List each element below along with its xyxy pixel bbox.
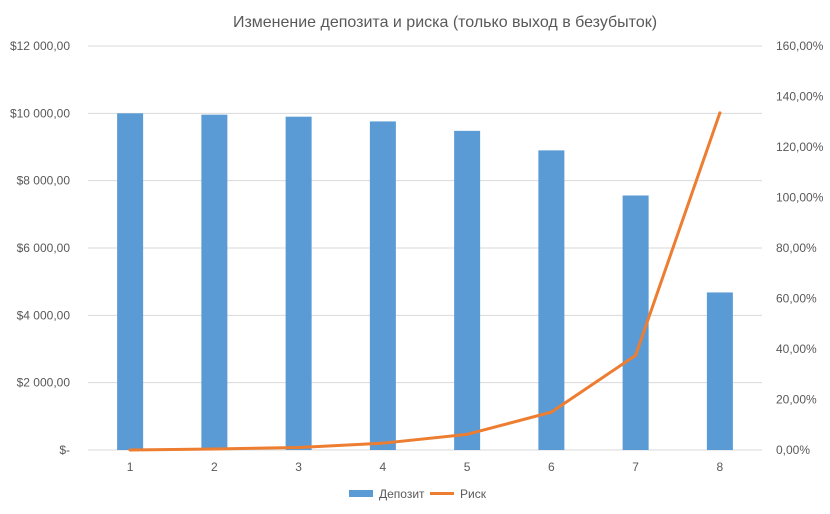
gridlines [88, 45, 762, 451]
risk-point [381, 441, 385, 445]
right-axis-tick-label: 20,00% [776, 393, 817, 407]
x-axis-tick-label: 6 [548, 460, 555, 474]
deposit-bars [117, 113, 733, 451]
x-axis-tick-label: 5 [464, 460, 471, 474]
right-axis-tick-label: 140,00% [776, 90, 824, 104]
x-axis-tick-label: 1 [127, 460, 134, 474]
legend: Депозит Риск [349, 487, 487, 501]
right-axis-tick-label: 0,00% [776, 443, 810, 457]
right-axis-tick-label: 60,00% [776, 292, 817, 306]
chart-title: Изменение депозита и риска (только выход… [233, 14, 657, 31]
risk-point [549, 410, 553, 414]
risk-point [465, 432, 469, 436]
left-axis-tick-label: $6 000,00 [17, 241, 71, 255]
risk-point [634, 353, 638, 357]
risk-line-group [128, 111, 722, 452]
deposit-bar [285, 116, 312, 450]
x-axis-tick-label: 2 [211, 460, 218, 474]
x-axis-tick-label: 4 [380, 460, 387, 474]
left-axis-tick-label: $10 000,00 [10, 106, 70, 120]
risk-point [718, 111, 722, 115]
x-axis: 1 2 3 4 5 6 7 8 [127, 460, 724, 474]
left-axis-tick-label: $2 000,00 [17, 376, 71, 390]
deposit-bar [117, 113, 144, 450]
deposit-bar [369, 121, 396, 450]
risk-line [128, 111, 722, 452]
right-axis: 0,00% 20,00% 40,00% 60,00% 80,00% 100,00% 120,… [776, 39, 824, 457]
left-axis-tick-label: $4 000,00 [17, 308, 71, 322]
x-axis-tick-label: 3 [295, 460, 302, 474]
right-axis-tick-label: 100,00% [776, 191, 824, 205]
deposit-bar [454, 130, 481, 450]
x-axis-tick-label: 7 [632, 460, 639, 474]
risk-point [128, 448, 132, 452]
right-axis-tick-label: 40,00% [776, 342, 817, 356]
left-axis-tick-label: $8 000,00 [17, 174, 71, 188]
legend-label-risk: Риск [460, 487, 487, 501]
deposit-bar [201, 114, 228, 451]
risk-point [297, 445, 301, 449]
left-axis-tick-label: $12 000,00 [10, 39, 70, 53]
right-axis-tick-label: 120,00% [776, 140, 824, 154]
legend-swatch-deposit [349, 490, 373, 497]
deposit-bar [622, 195, 649, 450]
left-axis: $- $2 000,00 $4 000,00 $6 000,00 $8 000,00 $1… [10, 39, 70, 457]
deposit-bar [706, 292, 733, 450]
left-axis-tick-label: $- [59, 443, 70, 457]
right-axis-tick-label: 80,00% [776, 241, 817, 255]
deposit-bar [538, 150, 565, 450]
x-axis-tick-label: 8 [717, 460, 724, 474]
risk-point [212, 447, 216, 451]
legend-label-deposit: Депозит [379, 487, 425, 501]
right-axis-tick-label: 160,00% [776, 39, 824, 53]
